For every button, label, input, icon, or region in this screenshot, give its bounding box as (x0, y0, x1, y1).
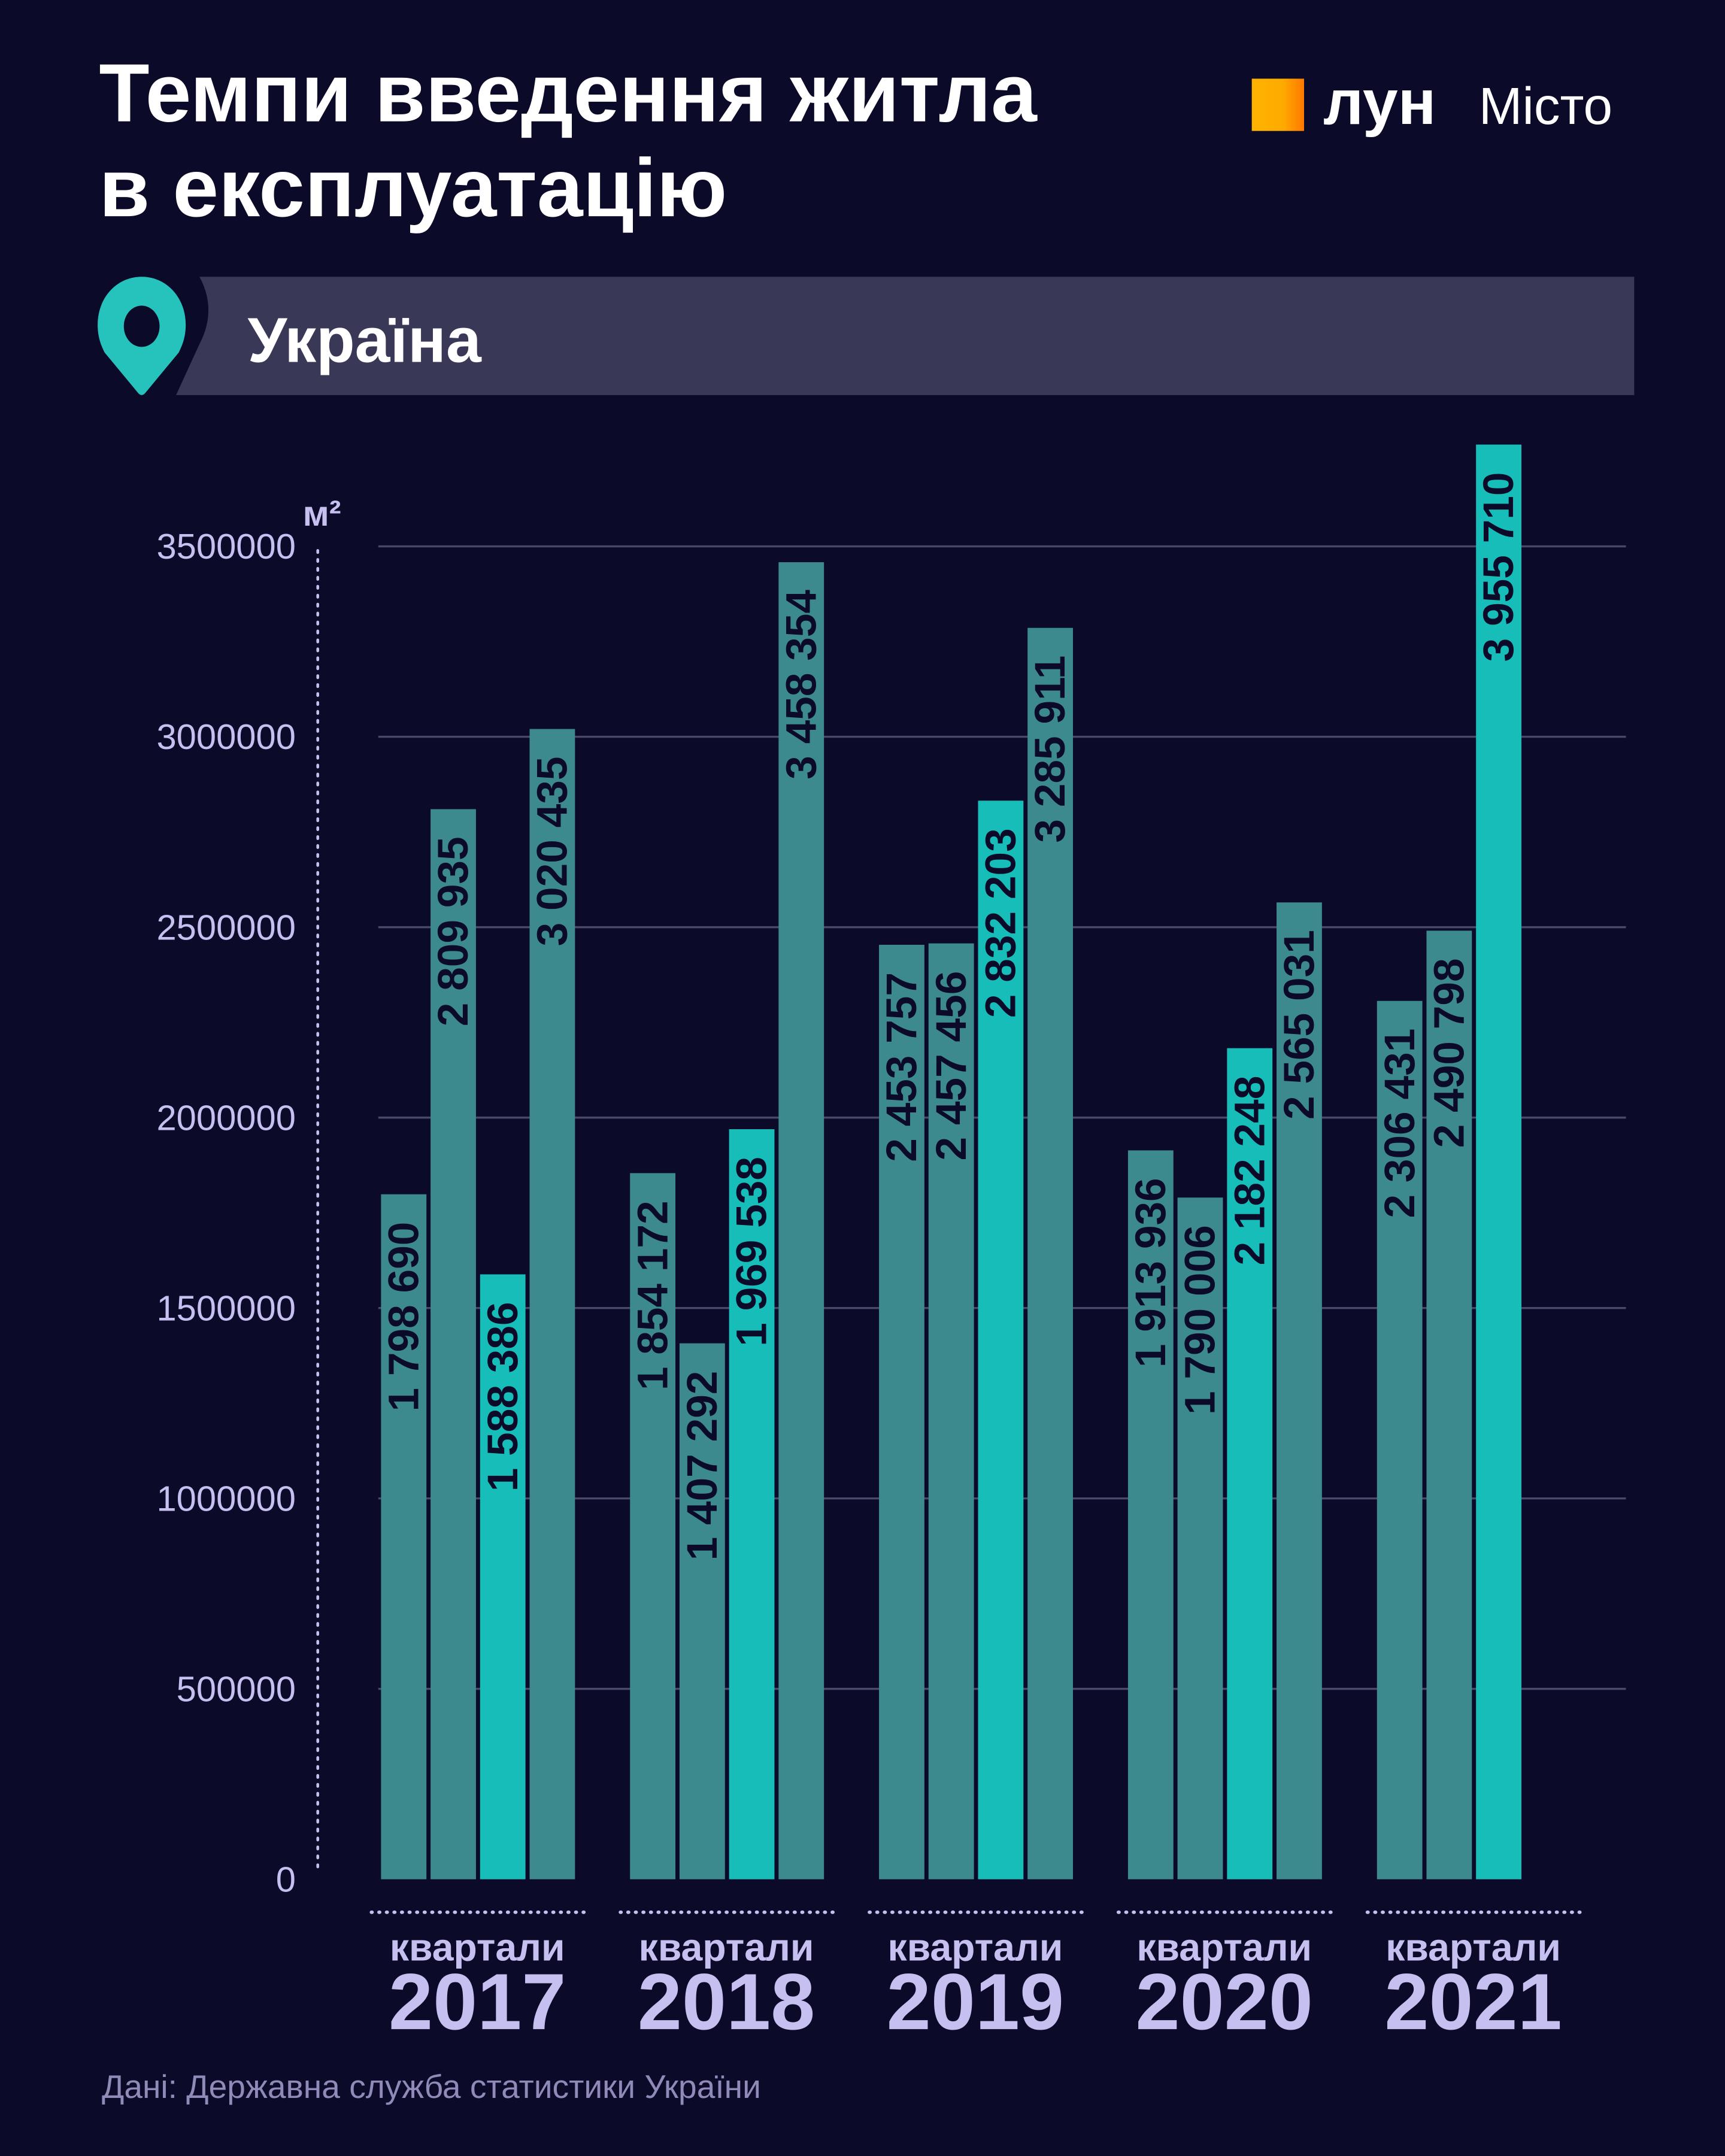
bar-value-label: 2 306 431 (1377, 1029, 1424, 1218)
source-note: Дані: Державна служба статистики України (102, 2068, 761, 2105)
logo-main: лун (1323, 67, 1436, 138)
bar-2019-q4 (1027, 627, 1074, 1879)
bar-2018-q1 (630, 1173, 676, 1879)
year-label: 2017 (389, 1957, 566, 2046)
bar-value-label: 1 913 936 (1127, 1178, 1175, 1367)
bar-value-label: 1 969 538 (729, 1157, 776, 1347)
bar-value-label: 2 832 203 (978, 828, 1025, 1018)
bar-group-2017: 1 798 690 2 809 935 1 588 386 3 020 435 (380, 729, 577, 1879)
title-line-1: Темпи введення житла (99, 47, 1038, 140)
y-tick-label: 2500000 (156, 907, 296, 947)
y-tick-label: 3000000 (156, 717, 296, 757)
bar-value-label: 1 854 172 (629, 1200, 677, 1390)
region-banner: Україна (98, 277, 1635, 395)
bar-2019-q2 (928, 943, 974, 1879)
bar-value-label: 3 955 710 (1475, 472, 1523, 662)
bar-group-2021: 2 306 431 2 490 798 3 955 710 (1377, 444, 1523, 1879)
bar-2019-q1 (879, 945, 924, 1879)
bar-value-label: 2 490 798 (1426, 958, 1473, 1148)
bar-value-label: 2 453 757 (878, 972, 926, 1162)
year-label: 2018 (638, 1957, 815, 2046)
bar-2020-q1 (1127, 1150, 1174, 1879)
bar-2020-q2 (1177, 1197, 1223, 1879)
y-tick-label: 3500000 (156, 526, 296, 566)
y-tick-label: 1000000 (156, 1478, 296, 1518)
bar-2018-q2 (679, 1343, 725, 1879)
bar-value-label: 2 809 935 (430, 836, 477, 1026)
bar-value-label: 3 020 435 (529, 757, 577, 947)
logo-sub: Місто (1479, 77, 1612, 135)
bar-value-label: 1 790 006 (1177, 1225, 1224, 1415)
bar-value-label: 2 565 031 (1276, 930, 1323, 1120)
bar-2021-q3 (1476, 444, 1521, 1879)
quarters-label: квартали (1386, 1925, 1561, 1969)
bar-value-label: 3 458 354 (778, 590, 825, 780)
y-axis-unit: м² (303, 493, 341, 533)
brand-logo: лун Місто (1251, 67, 1612, 138)
bar-2017-q4 (529, 729, 575, 1879)
bar-value-label: 1 407 292 (679, 1371, 726, 1561)
bar-2019-q3 (978, 800, 1024, 1879)
bar-2018-q3 (729, 1129, 775, 1879)
bar-2017-q1 (381, 1194, 427, 1879)
bar-2021-q1 (1377, 1000, 1423, 1879)
bar-2020-q4 (1277, 902, 1322, 1879)
bar-value-label: 2 457 456 (928, 971, 975, 1161)
y-tick-label: 1500000 (156, 1288, 296, 1328)
year-label: 2020 (1136, 1957, 1313, 2046)
bar-2020-q3 (1227, 1048, 1273, 1879)
bar-2021-q2 (1426, 930, 1472, 1879)
bar-2018-q4 (778, 562, 824, 1879)
y-tick-label: 2000000 (156, 1097, 296, 1138)
quarters-label: квартали (888, 1925, 1063, 1969)
quarters-label: квартали (1136, 1925, 1312, 1969)
quarters-label: квартали (390, 1925, 565, 1969)
bar-value-label: 3 285 911 (1027, 656, 1074, 843)
y-tick-label: 500000 (177, 1669, 296, 1709)
x-axis-groups: квартали2017квартали2018квартали2019квар… (369, 1911, 1585, 2046)
quarters-label: квартали (639, 1925, 814, 1969)
map-pin-icon (98, 277, 186, 395)
bar-value-label: 1 798 690 (380, 1222, 428, 1412)
year-label: 2019 (887, 1957, 1064, 2046)
bar-2017-q3 (480, 1274, 526, 1879)
bar-value-label: 1 588 386 (480, 1302, 527, 1491)
bar-2017-q2 (431, 809, 476, 1879)
bar-value-label: 2 182 248 (1226, 1076, 1274, 1266)
title-line-2: в експлуатацію (99, 142, 727, 234)
logo-square-icon (1251, 78, 1304, 131)
bars: 1 798 690 2 809 935 1 588 386 3 020 435 1 85… (380, 444, 1523, 1879)
year-label: 2021 (1384, 1957, 1562, 2046)
y-tick-label: 0 (276, 1859, 296, 1899)
region-label: Україна (248, 305, 482, 376)
y-axis-ticks: 0 500000 1000000 1500000 2000000 2500000 30000… (156, 526, 296, 1899)
